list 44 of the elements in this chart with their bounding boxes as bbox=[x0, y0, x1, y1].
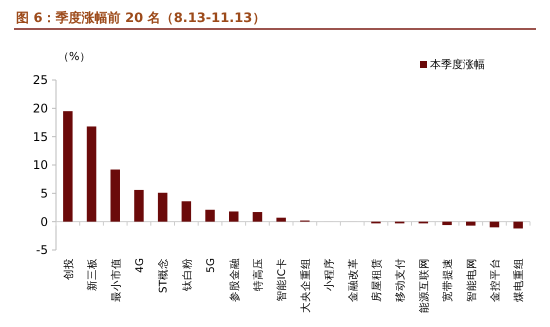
bar bbox=[182, 201, 192, 222]
bar bbox=[110, 170, 120, 222]
x-tick-label: 金融改革 bbox=[346, 258, 360, 302]
x-tick-label: 新三板 bbox=[86, 258, 99, 291]
y-tick-label: 20 bbox=[32, 102, 48, 116]
x-tick-label: 最小市值 bbox=[109, 258, 122, 302]
y-tick-label: -5 bbox=[36, 243, 48, 258]
legend-label: 本季度涨幅 bbox=[430, 58, 485, 71]
x-tick-label: 能源互联网 bbox=[417, 258, 430, 313]
x-tick-label: 钛白粉 bbox=[181, 258, 194, 292]
y-tick-label: 0 bbox=[40, 214, 48, 229]
bar bbox=[442, 222, 452, 226]
x-tick-label: 移动支付 bbox=[394, 258, 407, 302]
x-tick-label: ST概念 bbox=[158, 258, 170, 294]
chart-title: 图 6：季度涨幅前 20 名（8.13-11.13） bbox=[16, 10, 266, 26]
x-tick-label: 大央企重组 bbox=[298, 258, 312, 313]
bar bbox=[134, 190, 144, 222]
bar bbox=[63, 111, 73, 222]
y-tick-label: 25 bbox=[32, 73, 48, 88]
bar bbox=[229, 211, 238, 222]
bar bbox=[513, 222, 523, 228]
x-tick-label: 5G bbox=[205, 258, 218, 273]
bar bbox=[252, 212, 262, 222]
y-tick-label: 15 bbox=[32, 130, 48, 144]
x-tick-label: 煤电重组 bbox=[512, 258, 526, 302]
bar bbox=[466, 222, 476, 226]
bar bbox=[86, 126, 96, 222]
bar bbox=[205, 210, 215, 222]
x-tick-label: 智能电网 bbox=[464, 258, 478, 302]
x-tick-label: 小程序 bbox=[322, 258, 336, 291]
bar bbox=[490, 222, 500, 228]
bar bbox=[276, 218, 286, 222]
y-axis-title: （%） bbox=[58, 50, 90, 63]
y-tick-label: 5 bbox=[40, 186, 48, 201]
bar bbox=[158, 192, 168, 222]
x-tick-label: 房屋租赁 bbox=[370, 258, 383, 302]
x-tick-label: 金控平台 bbox=[488, 258, 502, 302]
x-tick-label: 创投 bbox=[62, 258, 75, 280]
x-tick-label: 参股金融 bbox=[228, 258, 241, 302]
x-tick-label: 智能IC卡 bbox=[275, 258, 288, 302]
x-tick-label: 宽带提速 bbox=[441, 258, 454, 302]
y-tick-label: 10 bbox=[32, 158, 48, 172]
x-tick-label: 特高压 bbox=[251, 258, 264, 291]
x-tick-label: 4G bbox=[134, 258, 146, 273]
